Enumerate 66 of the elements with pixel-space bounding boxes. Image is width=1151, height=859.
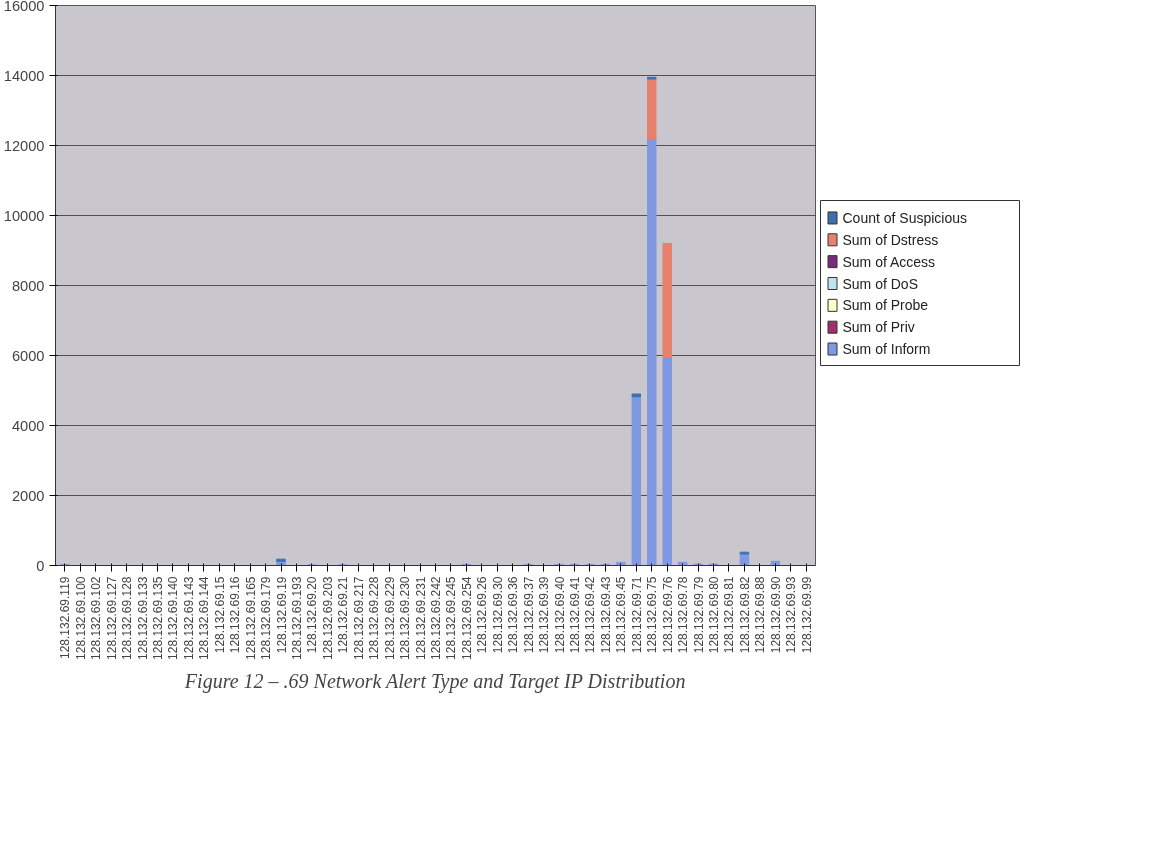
x-tick-label: 128.132.69.78 xyxy=(676,576,691,654)
x-tick-label: 128.132.69.39 xyxy=(537,576,552,654)
legend-label: Sum of Priv xyxy=(842,319,915,336)
y-tick-label: 14000 xyxy=(3,67,45,84)
x-tick-label: 128.132.69.242 xyxy=(429,576,443,660)
legend-label: Sum of DoS xyxy=(842,275,918,292)
x-tick-label: 128.132.69.81 xyxy=(722,576,737,654)
x-tick-label: 128.132.69.79 xyxy=(691,576,706,654)
x-tick-label: 128.132.69.99 xyxy=(799,576,814,654)
caption: Figure 12 – .69 Network Alert Type and Target IP Distribution xyxy=(183,669,686,693)
x-tick-label: 128.132.69.82 xyxy=(737,576,752,654)
x-tick-label: 128.132.69.15 xyxy=(212,576,227,654)
y-tick-label: 12000 xyxy=(3,137,45,154)
x-tick-label: 128.132.69.36 xyxy=(506,576,521,654)
x-tick-label: 128.132.69.75 xyxy=(645,576,660,654)
x-tick-label: 128.132.69.127 xyxy=(104,576,119,660)
x-tick-label: 128.132.69.165 xyxy=(243,576,258,660)
x-tick-label: 128.132.69.102 xyxy=(89,576,104,660)
x-tick-label: 128.132.69.245 xyxy=(444,576,459,660)
x-tick-label: 128.132.69.20 xyxy=(305,576,320,654)
x-tick-label: 128.132.69.76 xyxy=(660,576,675,654)
x-tick-label: 128.132.69.203 xyxy=(320,576,335,660)
x-tick-label: 128.132.69.128 xyxy=(120,576,135,660)
y-tick-label: 4000 xyxy=(11,417,45,434)
x-tick-label: 128.132.69.37 xyxy=(521,576,536,654)
y-tick-label: 16000 xyxy=(3,0,45,14)
x-tick-label: 128.132.69.143 xyxy=(181,576,196,660)
x-tick-label: 128.132.69.119 xyxy=(58,576,73,660)
x-tick-label: 128.132.69.30 xyxy=(490,576,505,654)
y-tick-label: 6000 xyxy=(11,347,45,364)
x-tick-label: 128.132.69.40 xyxy=(552,576,567,654)
x-tick-label: 128.132.69.90 xyxy=(768,576,783,654)
x-tick-label: 128.132.69.133 xyxy=(135,576,150,660)
x-tick-label: 128.132.69.135 xyxy=(150,576,165,660)
x-tick-label: 128.132.69.254 xyxy=(459,576,474,660)
x-tick-label: 128.132.69.41 xyxy=(568,576,583,654)
x-tick-label: 128.132.69.100 xyxy=(73,576,88,660)
x-tick-label: 128.132.69.80 xyxy=(707,576,722,654)
y-tick-label: 0 xyxy=(36,557,45,574)
x-tick-label: 128.132.69.144 xyxy=(197,576,212,660)
y-tick-label: 8000 xyxy=(11,277,45,294)
x-tick-label: 128.132.69.42 xyxy=(583,576,598,654)
x-tick-label: 128.132.69.228 xyxy=(367,576,382,660)
x-tick-label: 128.132.69.19 xyxy=(274,576,289,654)
y-tick-label: 10000 xyxy=(3,207,45,224)
y-tick-label: 2000 xyxy=(11,487,45,504)
legend-label: Sum of Access xyxy=(842,253,936,270)
x-tick-label: 128.132.69.71 xyxy=(629,576,644,654)
legend-label: Sum of Dstress xyxy=(842,231,939,248)
x-tick-label: 128.132.69.231 xyxy=(413,576,428,660)
x-tick-label: 128.132.69.193 xyxy=(289,576,304,660)
x-tick-label: 128.132.69.26 xyxy=(475,576,490,654)
x-tick-label: 128.132.69.21 xyxy=(336,576,351,654)
x-tick-label: 128.132.69.88 xyxy=(753,576,768,654)
x-tick-label: 128.132.69.43 xyxy=(598,576,613,654)
x-tick-label: 128.132.69.93 xyxy=(784,576,799,654)
x-tick-label: 128.132.69.16 xyxy=(228,576,243,654)
x-tick-label: 128.132.69.217 xyxy=(351,576,366,660)
x-tick-label: 128.132.69.140 xyxy=(166,576,181,660)
legend-label: Sum of Probe xyxy=(842,297,929,314)
x-tick-label: 128.132.69.229 xyxy=(382,576,397,660)
x-tick-label: 128.132.69.230 xyxy=(398,576,413,660)
legend-label: Sum of Inform xyxy=(842,341,931,358)
legend-label: Count of Suspicious xyxy=(842,209,968,226)
x-tick-label: 128.132.69.45 xyxy=(614,576,629,654)
x-tick-label: 128.132.69.179 xyxy=(259,576,274,660)
